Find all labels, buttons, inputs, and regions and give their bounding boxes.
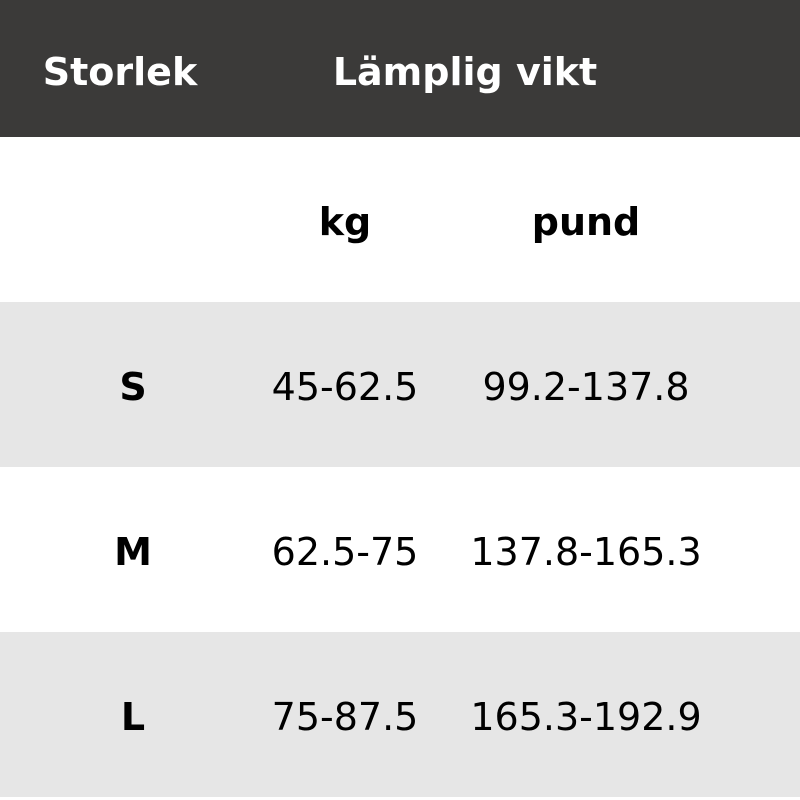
table-row (0, 632, 800, 797)
size-column-header: Storlek (42, 50, 198, 94)
units-row (0, 137, 800, 302)
table-row (0, 302, 800, 467)
size-cell: S (119, 365, 147, 409)
kg-cell: 75-87.5 (271, 695, 419, 739)
kg-unit-header: kg (318, 200, 372, 244)
lb-unit-header: pund (531, 200, 641, 244)
size-cell: M (114, 530, 152, 574)
table-header (0, 0, 800, 137)
lb-cell: 165.3-192.9 (470, 695, 702, 739)
lb-cell: 99.2-137.8 (482, 365, 690, 409)
size-cell: L (120, 695, 146, 739)
weight-column-header: Lämplig vikt (332, 50, 598, 94)
kg-cell: 45-62.5 (271, 365, 419, 409)
kg-cell: 62.5-75 (271, 530, 419, 574)
lb-cell: 137.8-165.3 (470, 530, 702, 574)
